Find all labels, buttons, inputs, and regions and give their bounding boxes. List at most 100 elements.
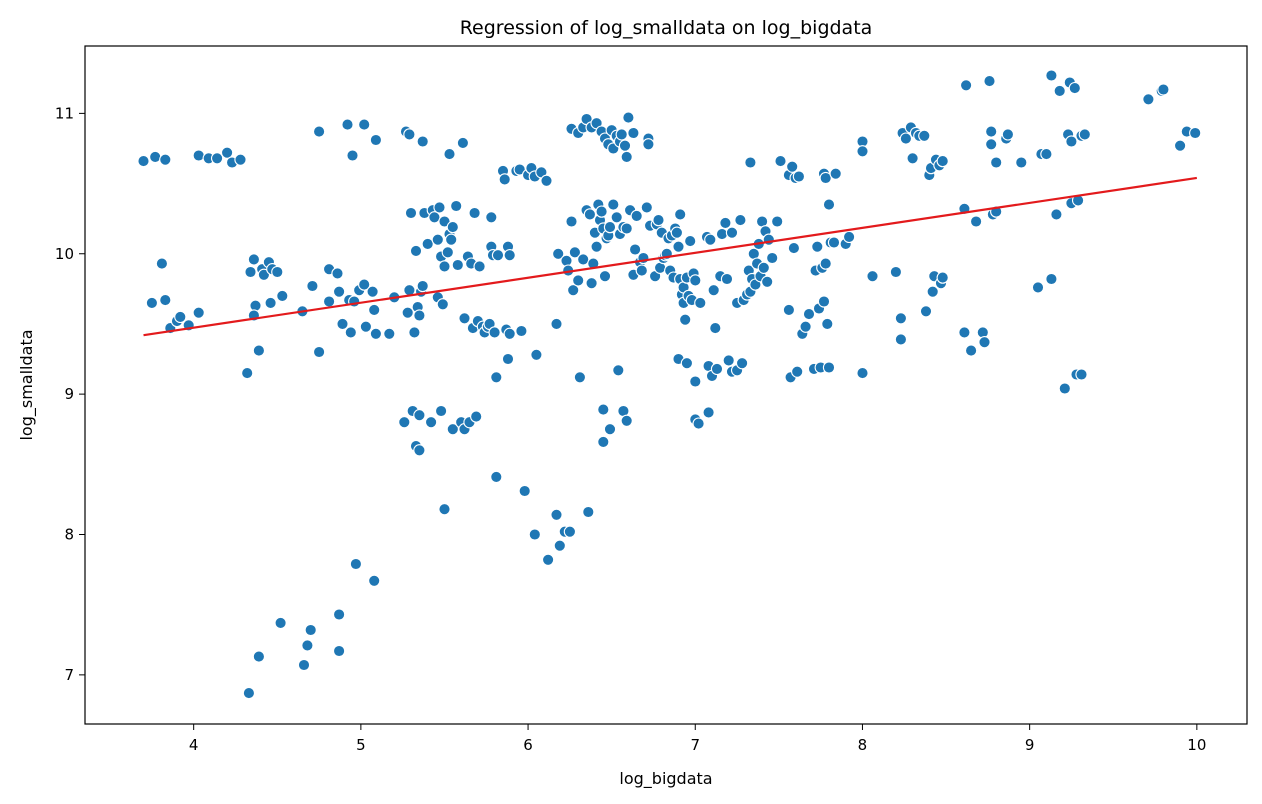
scatter-point xyxy=(438,503,451,516)
scatter-point xyxy=(244,265,257,279)
scatter-point xyxy=(610,211,623,224)
scatter-point xyxy=(421,237,434,251)
scatter-point xyxy=(401,306,414,319)
scatter-point xyxy=(348,295,361,308)
scatter-point xyxy=(620,414,633,427)
scatter-point xyxy=(398,416,411,429)
scatter-point xyxy=(720,272,734,286)
scatter-point xyxy=(959,79,973,92)
scatter-point xyxy=(744,156,757,169)
scatter-point xyxy=(552,247,565,260)
scatter-point xyxy=(312,345,326,359)
scatter-point xyxy=(540,174,553,187)
scatter-point xyxy=(383,327,396,340)
scatter-point xyxy=(563,525,577,538)
scatter-point xyxy=(694,296,707,310)
scatter-point xyxy=(431,233,444,246)
scatter-point xyxy=(766,251,779,265)
scatter-point xyxy=(782,303,796,317)
scatter-point xyxy=(734,213,747,227)
scatter-point xyxy=(792,170,806,183)
scatter-point xyxy=(242,686,256,700)
plot-frame xyxy=(84,45,1248,725)
scatter-point xyxy=(358,278,371,291)
scatter-point xyxy=(210,152,224,165)
scatter-point xyxy=(451,258,464,272)
scatter-point xyxy=(416,279,429,293)
scatter-point xyxy=(674,208,687,221)
y-axis-label: log_smalldata xyxy=(17,329,37,440)
scatter-point xyxy=(787,241,801,255)
x-tick-label: 6 xyxy=(523,736,533,754)
scatter-point xyxy=(503,327,516,340)
scatter-point xyxy=(1068,81,1081,95)
scatter-point xyxy=(149,150,162,164)
scatter-point xyxy=(413,409,426,422)
scatter-point xyxy=(369,327,383,340)
x-axis-label: log_bigdata xyxy=(619,769,712,789)
scatter-point xyxy=(607,198,620,211)
scatter-point xyxy=(595,205,608,218)
scatter-point xyxy=(597,435,610,449)
scatter-point xyxy=(174,310,187,324)
scatter-point xyxy=(827,236,841,249)
scatter-point xyxy=(485,211,498,224)
y-tick-label: 7 xyxy=(64,666,74,684)
scatter-point xyxy=(587,257,600,270)
scatter-point xyxy=(252,650,266,663)
scatter-point xyxy=(811,240,824,253)
scatter-point xyxy=(829,167,842,180)
scatter-point xyxy=(1050,208,1063,221)
scatter-point xyxy=(702,406,715,419)
scatter-point xyxy=(990,156,1003,169)
scatter-point xyxy=(403,128,416,141)
y-tick-label: 11 xyxy=(55,104,74,122)
scatter-point xyxy=(689,274,702,287)
scatter-point xyxy=(241,366,254,380)
scatter-point xyxy=(822,198,836,211)
scatter-point xyxy=(366,285,379,298)
scatter-point xyxy=(958,326,971,339)
scatter-point xyxy=(436,298,449,311)
scatter-point xyxy=(145,296,159,310)
scatter-point xyxy=(822,361,836,374)
scatter-point xyxy=(684,234,697,248)
scatter-point xyxy=(978,336,991,349)
scatter-point xyxy=(349,557,363,571)
scatter-point xyxy=(894,312,908,325)
scatter-point xyxy=(518,484,531,498)
scatter-point xyxy=(1058,382,1071,395)
scatter-point xyxy=(220,146,234,159)
scatter-point xyxy=(585,277,598,290)
scatter-point xyxy=(936,271,949,284)
scatter-point xyxy=(725,226,739,239)
scatter-point xyxy=(424,416,438,429)
scatter-point xyxy=(821,317,834,331)
scatter-point xyxy=(358,118,371,131)
scatter-point xyxy=(434,404,448,418)
scatter-point xyxy=(710,362,724,376)
scatter-point xyxy=(856,145,869,158)
scatter-point xyxy=(719,216,732,230)
scatter-point xyxy=(468,206,481,220)
scatter-point xyxy=(1142,93,1155,106)
scatter-point xyxy=(137,154,150,168)
scatter-point xyxy=(1157,83,1170,96)
scatter-point xyxy=(672,240,685,253)
scatter-point xyxy=(331,267,344,280)
scatter-point xyxy=(709,321,722,335)
scatter-point xyxy=(1031,281,1045,294)
scatter-point xyxy=(276,289,289,303)
scatter-point xyxy=(866,270,879,283)
scatter-point xyxy=(603,423,617,436)
scatter-point xyxy=(408,326,421,339)
scatter-point xyxy=(368,574,381,587)
scatter-point xyxy=(577,253,590,266)
scatter-point xyxy=(620,222,633,235)
x-tick-label: 4 xyxy=(189,736,199,754)
scatter-point xyxy=(762,233,775,246)
scatter-point xyxy=(433,201,446,214)
scatter-point xyxy=(640,201,653,214)
scatter-point xyxy=(799,320,812,333)
